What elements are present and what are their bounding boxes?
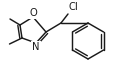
Text: Cl: Cl [68,2,78,12]
Text: N: N [32,41,40,52]
Text: O: O [29,8,37,19]
